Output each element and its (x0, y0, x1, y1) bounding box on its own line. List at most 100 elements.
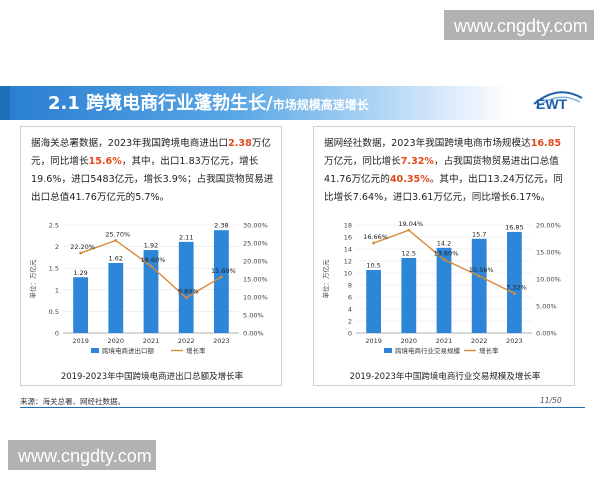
y-tick-label: 12 (344, 258, 352, 266)
y2-tick-label: 5.00% (243, 312, 264, 320)
x-tick-label: 2021 (436, 337, 453, 345)
logo-text: EWT (536, 96, 568, 112)
growth-rate-label: 13.60% (434, 250, 459, 258)
y2-tick-label: 15.00% (243, 276, 268, 284)
bar-value-label: 1.29 (73, 269, 87, 277)
y-axis-label: 单位：万亿元 (28, 259, 37, 299)
y-tick-label: 18 (344, 222, 352, 230)
y-tick-label: 0 (55, 330, 59, 338)
bar (366, 270, 381, 333)
bar-value-label: 1.62 (109, 255, 123, 263)
y-tick-label: 14 (344, 246, 352, 254)
bar (436, 247, 452, 333)
y2-tick-label: 20.00% (536, 222, 561, 230)
growth-rate-label: 15.60% (211, 267, 236, 275)
growth-rate-point (442, 258, 446, 261)
slide: 2.1 跨境电商行业蓬勃生长/市场规模高速增长 EWT 据海关总署数据，2023… (0, 62, 600, 422)
title-subtitle: 市场规模高速增长 (272, 98, 369, 112)
title-bar: 2.1 跨境电商行业蓬勃生长/市场规模高速增长 (0, 86, 520, 120)
growth-rate-label: 7.32% (506, 283, 527, 291)
slide-title: 2.1 跨境电商行业蓬勃生长/市场规模高速增长 (48, 89, 369, 115)
growth-rate-point (407, 228, 411, 232)
y2-tick-label: 0.00% (243, 330, 264, 338)
bar (507, 231, 522, 333)
x-tick-label: 2022 (471, 337, 488, 345)
left-text-3: ，其中，出口1.83万亿元，增长19.6%，进口5483亿元，增长3.9%；占我… (31, 156, 274, 203)
bar-value-label: 16.85 (505, 223, 524, 231)
y2-tick-label: 10.00% (243, 294, 268, 302)
title-accent (0, 86, 10, 120)
y-tick-label: 2 (55, 243, 59, 251)
bar-value-label: 14.2 (437, 239, 451, 247)
growth-rate-label: 18.60% (141, 256, 166, 264)
growth-rate-point (513, 292, 516, 295)
chart-import-export: 0 0.5 1 1.5 2 2.5 0.00% 5.00% 10.00% 15.00% 20.00%… (28, 222, 268, 356)
legend-line-label: 增长率 (186, 346, 206, 355)
legend-bar-label: 跨境电商行业交易规模 (395, 346, 461, 355)
growth-rate-label: 22.20% (70, 243, 95, 251)
y-tick-label: 0.5 (49, 308, 59, 316)
bar (73, 277, 88, 333)
bar (178, 241, 194, 333)
source-note: 来源：海关总署、网经社数据。 (20, 397, 125, 406)
footer-divider (20, 407, 585, 408)
panel-right-text: 据网经社数据，2023年我国跨境电商市场规模达16.85 万亿元，同比增长7.32… (324, 135, 568, 207)
bar-value-label: 2.38 (214, 222, 228, 230)
bar-value-label: 15.7 (472, 230, 486, 238)
right-highlight-1: 16.85 (530, 138, 562, 149)
panel-left-text: 据海关总署数据，2023年我国跨境电商进出口2.38万亿元，同比增长15.6%，… (31, 135, 275, 207)
growth-rate-point (220, 275, 223, 279)
growth-rate-label: 10.56% (469, 266, 494, 274)
watermark-top: www.cngdty.com (444, 10, 594, 40)
growth-rate-point (149, 264, 153, 268)
y-tick-label: 2.5 (49, 222, 59, 230)
y-axis-label: 单位：万亿元 (321, 259, 330, 299)
title-background (10, 86, 510, 120)
growth-rate-point (184, 296, 188, 300)
bar (108, 263, 124, 333)
chart-left-caption: 2019-2023年中国跨境电商进出口总额及增长率 (60, 372, 244, 382)
chart-right-caption: 2019-2023年中国跨境电商行业交易规模及增长率 (349, 372, 541, 382)
growth-rate-point (372, 241, 375, 245)
y2-tick-label: 10.00% (536, 276, 561, 284)
y2-tick-label: 5.00% (536, 303, 557, 311)
y2-tick-label: 20.00% (243, 258, 268, 266)
title-main: 2.1 跨境电商行业蓬勃生长/ (48, 93, 273, 114)
x-tick-label: 2021 (143, 337, 160, 345)
y-tick-label: 16 (344, 234, 352, 242)
right-text-1: 据网经社数据，2023年我国跨境电商市场规模达 (324, 138, 531, 149)
growth-rate-label: 25.70% (105, 230, 130, 238)
right-highlight-2: 7.32% (400, 156, 435, 167)
right-text-2: 万亿元，同比增长 (324, 156, 401, 167)
panel-market-scale: 据网经社数据，2023年我国跨境电商市场规模达16.85万亿元，同比增长7.32… (313, 126, 575, 386)
left-highlight-1: 2.38 (228, 138, 252, 149)
bar-value-label: 2.11 (179, 233, 193, 241)
bar-value-label: 12.5 (402, 250, 416, 258)
y-tick-label: 2 (348, 318, 352, 326)
y-tick-label: 1 (55, 286, 59, 294)
left-text-2: 万亿元，同比增长 (31, 138, 271, 167)
y2-tick-label: 25.00% (243, 240, 268, 248)
bar (214, 230, 229, 333)
y2-tick-label: 0.00% (536, 330, 557, 338)
x-tick-label: 2023 (213, 337, 230, 345)
growth-rate-label: 9.80% (178, 288, 199, 296)
bar-value-label: 1.92 (144, 242, 158, 250)
growth-rate-point (79, 251, 82, 255)
y-tick-label: 1.5 (49, 265, 59, 273)
growth-rate-point (477, 274, 481, 278)
y-tick-label: 0 (348, 330, 352, 338)
right-text-4: 。其中，出口13.24万亿元，同比增长7.64%，进口3.61万亿元，同比增长6… (324, 174, 563, 203)
y-tick-label: 4 (348, 306, 352, 314)
watermark-bottom: www.cngdty.com (8, 440, 156, 470)
x-tick-label: 2022 (178, 337, 195, 345)
x-tick-label: 2020 (401, 337, 418, 345)
right-highlight-3: 40.35% (389, 174, 430, 185)
right-text-3: ，占我国货物贸易进出口总值41.76万亿元的 (324, 156, 559, 185)
y-tick-label: 8 (348, 282, 352, 290)
legend-bar-swatch (91, 348, 99, 353)
growth-rate-label: 16.66% (363, 233, 388, 241)
panel-cross-border-trade: 据海关总署数据，2023年我国跨境电商进出口2.38万亿元，同比增长15.6%，… (20, 126, 282, 386)
y2-tick-label: 15.00% (536, 249, 561, 257)
x-tick-label: 2019 (72, 337, 89, 345)
